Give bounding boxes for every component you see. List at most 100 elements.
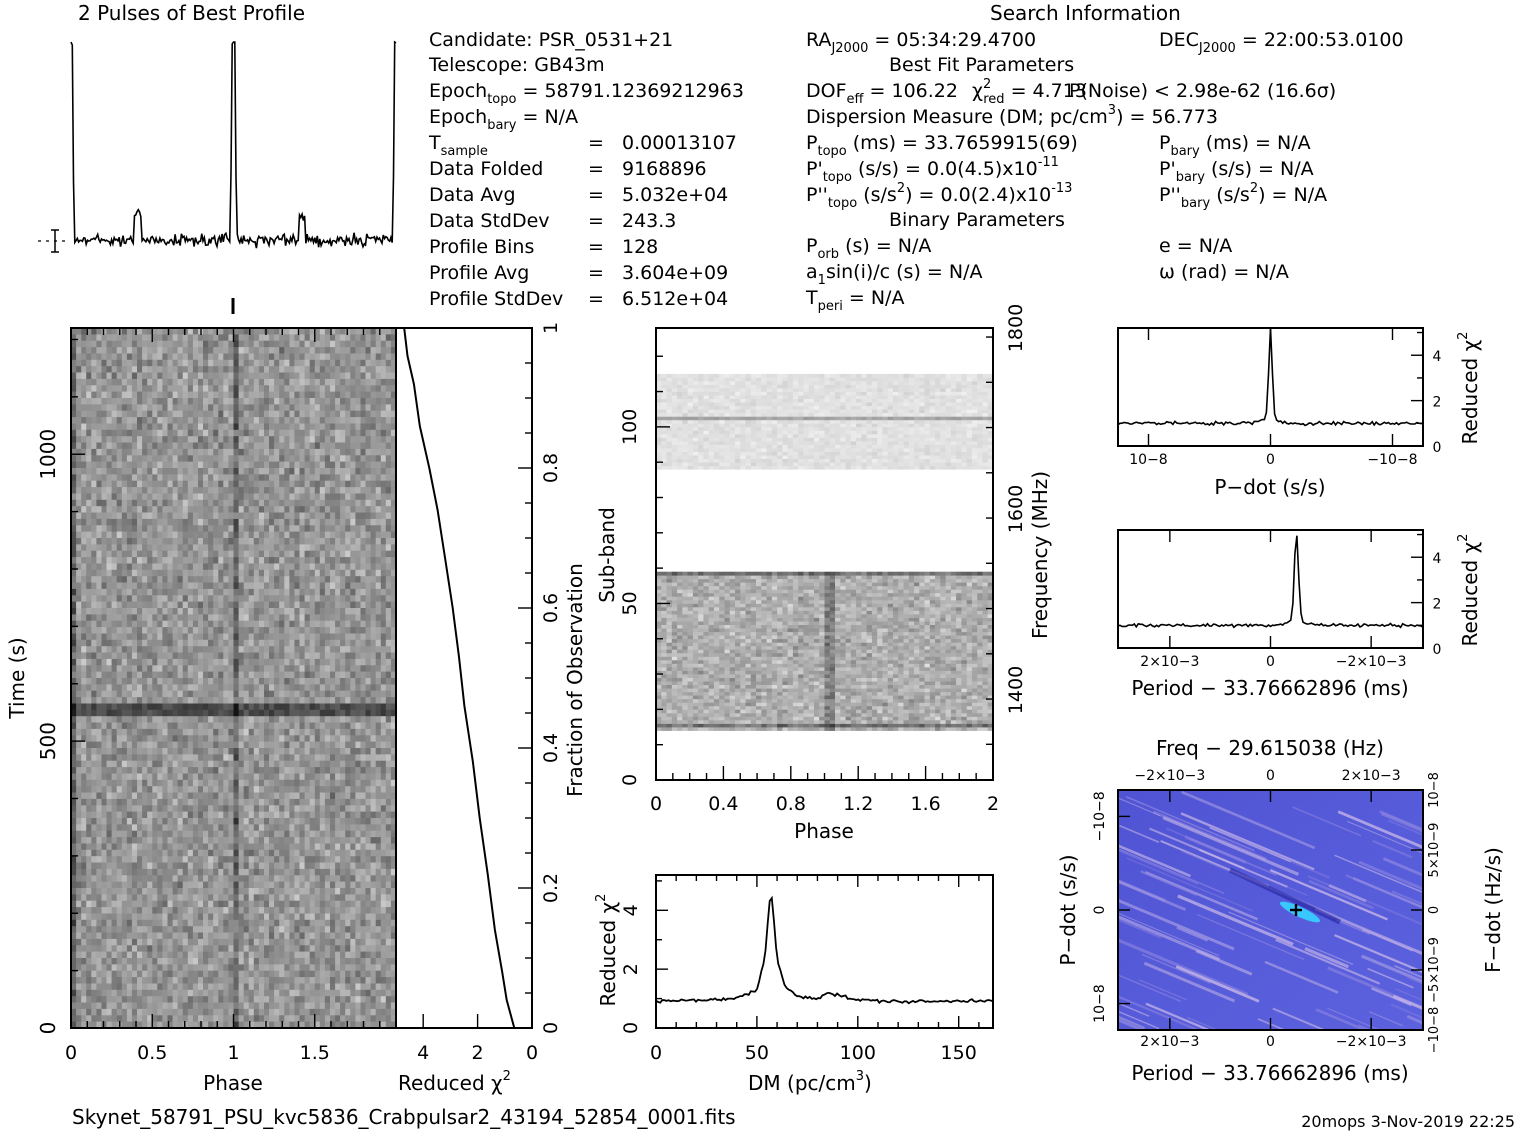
time-phase-cell <box>304 786 311 793</box>
time-phase-cell <box>142 468 148 475</box>
time-phase-cell <box>81 703 87 711</box>
time-phase-cell <box>101 334 107 342</box>
time-phase-cell <box>218 811 224 819</box>
time-phase-cell <box>324 538 331 545</box>
time-phase-cell <box>152 550 158 558</box>
time-phase-cell <box>233 805 239 813</box>
time-phase-cell <box>238 576 245 583</box>
time-phase-cell <box>289 576 295 583</box>
time-phase-cell <box>319 436 326 443</box>
time-phase-cell <box>192 722 199 730</box>
time-phase-cell <box>126 563 133 571</box>
time-phase-cell <box>345 690 351 698</box>
time-phase-cell <box>253 525 260 533</box>
time-phase-cell <box>106 468 112 475</box>
time-phase-cell <box>218 608 224 615</box>
time-phase-cell <box>187 748 194 755</box>
time-phase-cell <box>182 735 189 743</box>
time-phase-cell <box>131 671 138 679</box>
time-phase-cell <box>218 487 224 494</box>
time-phase-cell <box>324 614 331 622</box>
time-phase-cell <box>142 627 148 634</box>
time-phase-cell <box>375 563 382 571</box>
time-phase-cell <box>284 455 290 463</box>
time-phase-cell <box>299 436 305 443</box>
time-phase-cell <box>192 391 199 399</box>
time-phase-cell <box>309 493 316 501</box>
time-phase-cell <box>223 347 229 354</box>
time-phase-cell <box>91 404 97 412</box>
time-phase-cell <box>335 366 341 373</box>
time-phase-cell <box>228 709 234 717</box>
time-phase-cell <box>370 767 377 774</box>
time-phase-cell <box>345 531 351 539</box>
time-phase-cell <box>299 455 305 463</box>
time-phase-cell <box>167 398 173 405</box>
time-phase-cell <box>91 658 97 666</box>
time-phase-cell <box>223 448 229 456</box>
time-phase-cell <box>192 678 199 685</box>
time-phase-cell <box>152 442 158 450</box>
time-phase-cell <box>162 563 168 571</box>
time-phase-cell <box>309 372 316 380</box>
time-phase-cell <box>279 544 285 552</box>
time-phase-cell <box>172 709 179 717</box>
time-phase-cell <box>152 741 158 749</box>
time-phase-cell <box>314 518 321 526</box>
time-phase-cell <box>198 334 204 342</box>
time-phase-cell <box>198 372 204 380</box>
time-phase-cell <box>116 805 123 813</box>
time-phase-cell <box>71 678 77 685</box>
time-phase-cell <box>162 429 168 437</box>
time-phase-cell <box>380 735 387 743</box>
time-phase-cell <box>264 678 270 685</box>
time-phase-cell <box>147 518 153 526</box>
time-phase-cell <box>335 499 341 507</box>
time-phase-cell <box>335 671 341 679</box>
time-phase-cell <box>345 684 351 692</box>
time-phase-cell <box>350 678 356 685</box>
time-phase-cell <box>238 499 245 507</box>
time-phase-cell <box>274 741 280 749</box>
time-phase-cell <box>162 340 168 348</box>
time-phase-cell <box>167 735 173 743</box>
fold-stat-eq: = <box>588 288 604 310</box>
time-phase-cell <box>284 468 290 475</box>
time-phase-cell <box>314 359 321 367</box>
time-phase-cell <box>345 391 351 399</box>
time-phase-cell <box>335 353 341 361</box>
time-phase-cell <box>218 493 224 501</box>
time-phase-cell <box>228 728 234 736</box>
time-phase-cell <box>203 538 209 545</box>
time-phase-cell <box>91 703 97 711</box>
time-phase-cell <box>187 760 194 768</box>
time-phase-cell <box>233 595 239 603</box>
time-phase-cell <box>355 601 361 609</box>
time-phase-cell <box>279 531 285 539</box>
time-phase-cell <box>243 601 250 609</box>
time-phase-cell <box>131 499 138 507</box>
fold-stat-value: 128 <box>622 236 658 258</box>
time-phase-cell <box>223 461 229 469</box>
time-phase-cell <box>350 468 356 475</box>
time-phase-cell <box>187 671 194 679</box>
time-phase-cell <box>253 811 260 819</box>
time-phase-cell <box>279 538 285 545</box>
time-phase-cell <box>335 461 341 469</box>
time-phase-cell <box>76 811 82 819</box>
time-phase-cell <box>86 748 92 755</box>
time-phase-cell <box>182 569 189 577</box>
time-phase-cell <box>243 811 250 819</box>
time-phase-cell <box>375 614 382 622</box>
time-phase-cell <box>172 588 179 596</box>
time-phase-cell <box>238 620 245 628</box>
time-phase-cell <box>319 499 326 507</box>
time-phase-cell <box>274 557 280 564</box>
time-phase-cell <box>294 697 300 704</box>
time-phase-cell <box>208 722 214 730</box>
time-phase-cell <box>223 690 229 698</box>
time-phase-cell <box>248 658 255 666</box>
time-phase-cell <box>253 582 260 590</box>
time-phase-cell <box>142 550 148 558</box>
time-phase-cell <box>131 525 138 533</box>
